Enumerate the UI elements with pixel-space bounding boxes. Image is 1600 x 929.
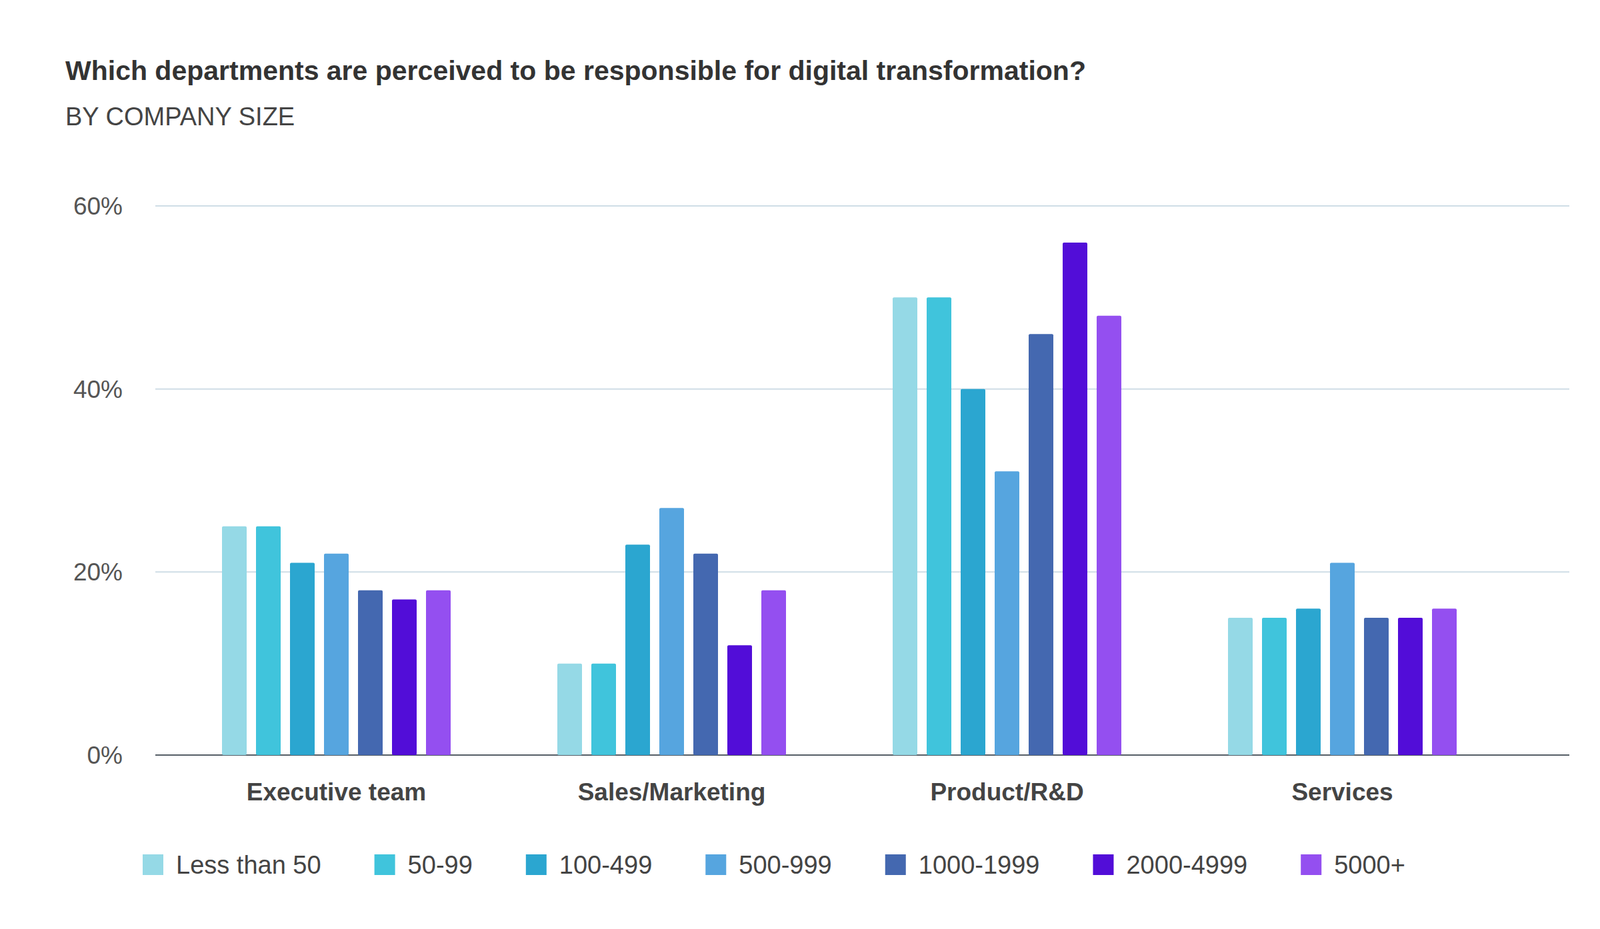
bar <box>926 297 952 756</box>
legend-label: 500-999 <box>738 851 832 880</box>
y-tick-label: 0% <box>87 742 123 770</box>
chart: Which departments are perceived to be re… <box>0 0 1600 929</box>
grid-line <box>155 388 1570 390</box>
bar <box>1062 242 1088 756</box>
legend-swatch <box>526 854 547 876</box>
title: Which departments are perceived to be re… <box>65 55 1086 86</box>
legend-label: 2000-4999 <box>1126 851 1248 880</box>
bar <box>1296 608 1321 756</box>
x-tick-label: Services <box>1291 778 1393 806</box>
legend-label: 5000+ <box>1334 851 1406 880</box>
legend-swatch <box>374 854 396 876</box>
bar <box>1398 618 1423 756</box>
bar <box>358 590 383 756</box>
bar <box>693 554 718 756</box>
bar <box>290 563 315 756</box>
legend-swatch <box>1092 854 1114 876</box>
bar <box>761 590 786 756</box>
bar <box>222 526 247 756</box>
bar <box>1228 618 1253 756</box>
bar <box>324 554 349 756</box>
y-tick-label: 40% <box>73 376 123 404</box>
bar <box>960 389 986 756</box>
y-tick-label: 20% <box>73 558 123 586</box>
legend-label: 50-99 <box>408 851 473 880</box>
bar <box>1262 618 1287 756</box>
bars <box>222 242 1457 756</box>
bar <box>659 508 684 756</box>
legend-label: 1000-1999 <box>918 851 1040 880</box>
legend-label: 100-499 <box>559 851 652 880</box>
bar <box>591 664 616 756</box>
legend-swatch <box>1300 854 1322 876</box>
legend-swatch <box>142 854 164 876</box>
bar <box>392 600 417 756</box>
subtitle: BY COMPANY SIZE <box>65 102 295 131</box>
y-tick-label: 60% <box>73 192 123 220</box>
grid-line <box>155 571 1570 573</box>
bar <box>1330 563 1355 756</box>
bar <box>727 645 752 756</box>
bar <box>994 471 1020 756</box>
bar <box>1096 316 1122 756</box>
grid-line <box>155 205 1570 207</box>
bar <box>1432 608 1457 756</box>
x-tick-label: Product/R&D <box>930 778 1084 806</box>
legend-swatch <box>705 854 726 876</box>
legend-swatch <box>885 854 906 876</box>
bar <box>625 544 650 756</box>
bar <box>256 526 281 756</box>
bar <box>426 590 451 756</box>
bar <box>892 297 918 756</box>
bar <box>1028 334 1054 756</box>
bar <box>1364 618 1389 756</box>
legend-label: Less than 50 <box>176 851 322 880</box>
x-tick-label: Sales/Marketing <box>578 778 766 806</box>
bar <box>557 664 582 756</box>
x-tick-label: Executive team <box>246 778 426 806</box>
